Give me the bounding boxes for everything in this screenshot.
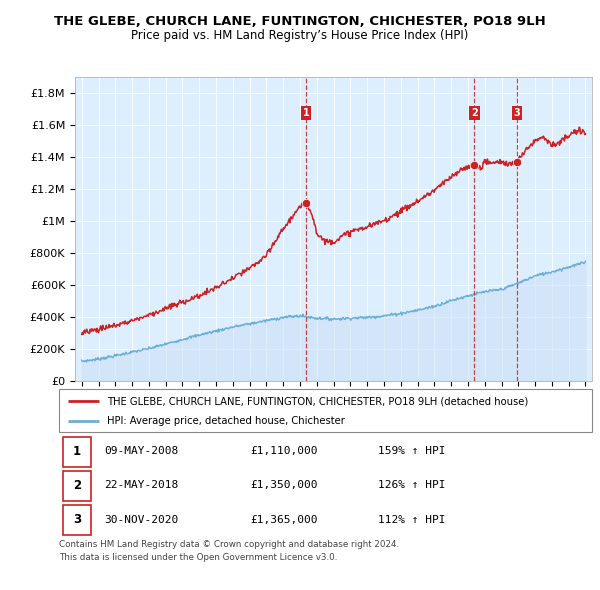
Text: 112% ↑ HPI: 112% ↑ HPI (379, 514, 446, 525)
Text: 09-MAY-2008: 09-MAY-2008 (104, 446, 178, 456)
Text: 159% ↑ HPI: 159% ↑ HPI (379, 446, 446, 456)
Text: Price paid vs. HM Land Registry’s House Price Index (HPI): Price paid vs. HM Land Registry’s House … (131, 30, 469, 42)
Text: £1,350,000: £1,350,000 (251, 480, 318, 490)
Text: 2: 2 (73, 479, 81, 492)
Text: 126% ↑ HPI: 126% ↑ HPI (379, 480, 446, 490)
Text: £1,365,000: £1,365,000 (251, 514, 318, 525)
Text: £1,110,000: £1,110,000 (251, 446, 318, 456)
Text: HPI: Average price, detached house, Chichester: HPI: Average price, detached house, Chic… (107, 417, 344, 426)
Text: 3: 3 (73, 513, 81, 526)
Bar (63, 505, 91, 536)
Text: THE GLEBE, CHURCH LANE, FUNTINGTON, CHICHESTER, PO18 9LH: THE GLEBE, CHURCH LANE, FUNTINGTON, CHIC… (54, 15, 546, 28)
Text: 30-NOV-2020: 30-NOV-2020 (104, 514, 178, 525)
Text: 1: 1 (73, 445, 81, 458)
Text: 1: 1 (302, 108, 310, 118)
Text: THE GLEBE, CHURCH LANE, FUNTINGTON, CHICHESTER, PO18 9LH (detached house): THE GLEBE, CHURCH LANE, FUNTINGTON, CHIC… (107, 396, 528, 407)
Text: 3: 3 (514, 108, 520, 118)
Text: Contains HM Land Registry data © Crown copyright and database right 2024.: Contains HM Land Registry data © Crown c… (59, 540, 399, 549)
Text: This data is licensed under the Open Government Licence v3.0.: This data is licensed under the Open Gov… (59, 553, 337, 562)
Bar (63, 471, 91, 502)
Text: 22-MAY-2018: 22-MAY-2018 (104, 480, 178, 490)
Bar (63, 437, 91, 467)
Text: 2: 2 (471, 108, 478, 118)
